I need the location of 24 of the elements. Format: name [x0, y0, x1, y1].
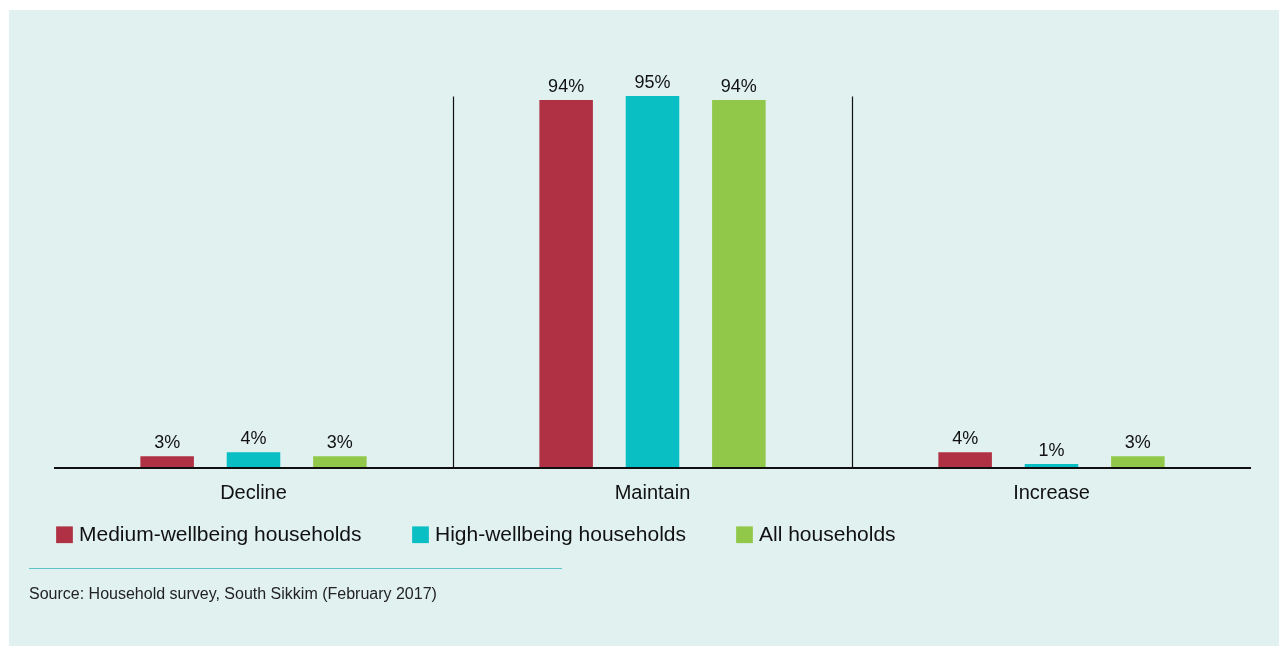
data-label: 95%: [634, 72, 671, 92]
data-label: 3%: [326, 432, 353, 453]
data-label: 94%: [720, 75, 757, 96]
bar: [938, 452, 992, 468]
data-label: 3%: [1124, 432, 1151, 453]
bar: [539, 99, 593, 468]
bar: [140, 456, 194, 468]
data-label: 4%: [952, 428, 979, 449]
data-label: 3%: [154, 432, 181, 453]
x-tick-label: Maintain: [614, 480, 691, 503]
x-tick-label: Increase: [1013, 480, 1090, 503]
legend-label: Medium-wellbeing households: [79, 521, 362, 545]
bar: [625, 96, 680, 468]
bar: [1111, 456, 1165, 468]
legend-label: High-wellbeing households: [435, 521, 686, 545]
data-label: 1%: [1038, 440, 1065, 461]
source-note: Source: Household survey, South Sikkim (February 2017): [29, 585, 437, 603]
x-tick-label: Decline: [220, 480, 287, 503]
bar: [226, 452, 281, 468]
data-label: 4%: [240, 428, 267, 449]
bar: [712, 99, 766, 468]
data-label: 94%: [548, 75, 585, 96]
legend-label: All households: [759, 521, 896, 545]
bar: [313, 456, 367, 468]
